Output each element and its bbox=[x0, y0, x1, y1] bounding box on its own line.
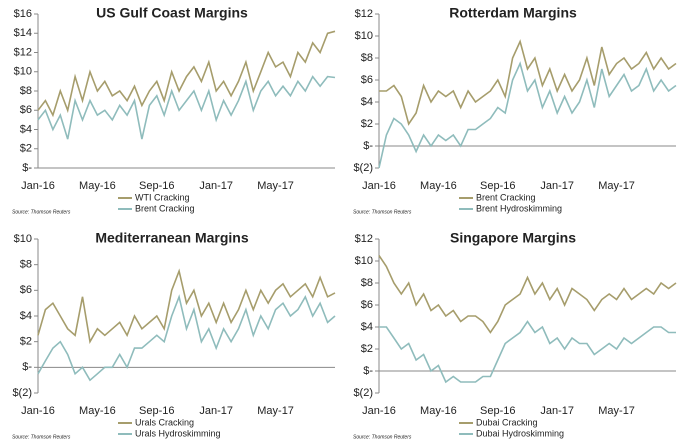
y-tick-label: $- bbox=[22, 162, 32, 174]
x-tick-label: May-16 bbox=[420, 180, 457, 192]
chart-title: Rotterdam Margins bbox=[449, 5, 577, 21]
series-line bbox=[379, 320, 676, 384]
y-tick-label: $12 bbox=[355, 233, 373, 245]
series-line bbox=[379, 39, 677, 126]
series-line bbox=[378, 61, 677, 169]
series-line bbox=[37, 75, 336, 140]
legend-label: Dubai Cracking bbox=[476, 417, 538, 427]
x-tick-label: Jan-17 bbox=[199, 180, 233, 192]
x-tick-label: Jan-17 bbox=[199, 405, 233, 417]
series-line bbox=[378, 255, 677, 334]
legend-label: Brent Hydroskimming bbox=[476, 203, 562, 213]
x-tick-label: Sep-16 bbox=[480, 405, 515, 417]
chart-title: Singapore Margins bbox=[450, 230, 576, 246]
y-tick-label: $2 bbox=[361, 118, 373, 130]
y-tick-label: $10 bbox=[14, 66, 32, 78]
x-tick-label: Jan-17 bbox=[540, 405, 574, 417]
x-tick-label: May-17 bbox=[598, 405, 635, 417]
y-tick-label: $(2) bbox=[12, 387, 32, 399]
x-tick-label: Sep-16 bbox=[480, 180, 515, 192]
y-tick-label: $8 bbox=[20, 85, 32, 97]
x-tick-label: Sep-16 bbox=[139, 180, 174, 192]
y-tick-label: $14 bbox=[14, 27, 32, 39]
y-tick-label: $16 bbox=[14, 8, 32, 20]
y-tick-label: $12 bbox=[355, 8, 373, 20]
y-tick-label: $2 bbox=[361, 343, 373, 355]
y-tick-label: $10 bbox=[355, 255, 373, 267]
legend-label: WTI Cracking bbox=[135, 192, 190, 202]
chart-title: US Gulf Coast Margins bbox=[96, 5, 248, 21]
y-tick-label: $- bbox=[22, 361, 32, 373]
x-tick-label: May-17 bbox=[257, 405, 294, 417]
y-tick-label: $2 bbox=[20, 336, 32, 348]
source-note: Source: Thomson Reuters bbox=[353, 209, 412, 215]
y-tick-label: $10 bbox=[355, 30, 373, 42]
y-tick-label: $8 bbox=[20, 259, 32, 271]
x-tick-label: May-16 bbox=[420, 405, 457, 417]
series-line bbox=[37, 294, 336, 382]
source-note: Source: Thomson Reuters bbox=[12, 209, 71, 215]
y-tick-label: $(2) bbox=[353, 387, 373, 399]
series-line bbox=[37, 30, 336, 118]
legend-label: Dubai Hydroskimming bbox=[476, 428, 564, 438]
chart-title: Mediterranean Margins bbox=[95, 230, 248, 246]
legend-label: Urals Hydroskimming bbox=[135, 428, 221, 438]
x-tick-label: Jan-17 bbox=[540, 180, 574, 192]
y-tick-label: $6 bbox=[361, 299, 373, 311]
x-tick-label: Jan-16 bbox=[362, 405, 396, 417]
y-tick-label: $8 bbox=[361, 52, 373, 64]
x-tick-label: Jan-16 bbox=[362, 180, 396, 192]
y-tick-label: $6 bbox=[361, 74, 373, 86]
y-tick-label: $(2) bbox=[353, 162, 373, 174]
y-tick-label: $6 bbox=[20, 104, 32, 116]
y-tick-label: $4 bbox=[20, 310, 32, 322]
x-tick-label: May-17 bbox=[598, 180, 635, 192]
x-tick-label: May-16 bbox=[79, 180, 116, 192]
x-tick-label: May-16 bbox=[79, 405, 116, 417]
source-note: Source: Thomson Reuters bbox=[12, 434, 71, 440]
y-tick-label: $8 bbox=[361, 277, 373, 289]
y-tick-label: $12 bbox=[14, 46, 32, 58]
x-tick-label: Jan-16 bbox=[21, 405, 55, 417]
x-tick-label: Jan-16 bbox=[21, 180, 55, 192]
y-tick-label: $2 bbox=[20, 143, 32, 155]
legend-label: Urals Cracking bbox=[135, 417, 194, 427]
legend-label: Brent Cracking bbox=[476, 192, 536, 202]
y-tick-label: $4 bbox=[361, 321, 373, 333]
source-note: Source: Thomson Reuters bbox=[353, 434, 412, 440]
legend-label: Brent Cracking bbox=[135, 203, 195, 213]
y-tick-label: $- bbox=[363, 140, 373, 152]
y-tick-label: $6 bbox=[20, 284, 32, 296]
x-tick-label: Sep-16 bbox=[139, 405, 174, 417]
y-tick-label: $- bbox=[363, 365, 373, 377]
y-tick-label: $10 bbox=[14, 233, 32, 245]
y-tick-label: $4 bbox=[20, 123, 32, 135]
series-line bbox=[37, 268, 336, 345]
y-tick-label: $4 bbox=[361, 96, 373, 108]
x-tick-label: May-17 bbox=[257, 180, 294, 192]
